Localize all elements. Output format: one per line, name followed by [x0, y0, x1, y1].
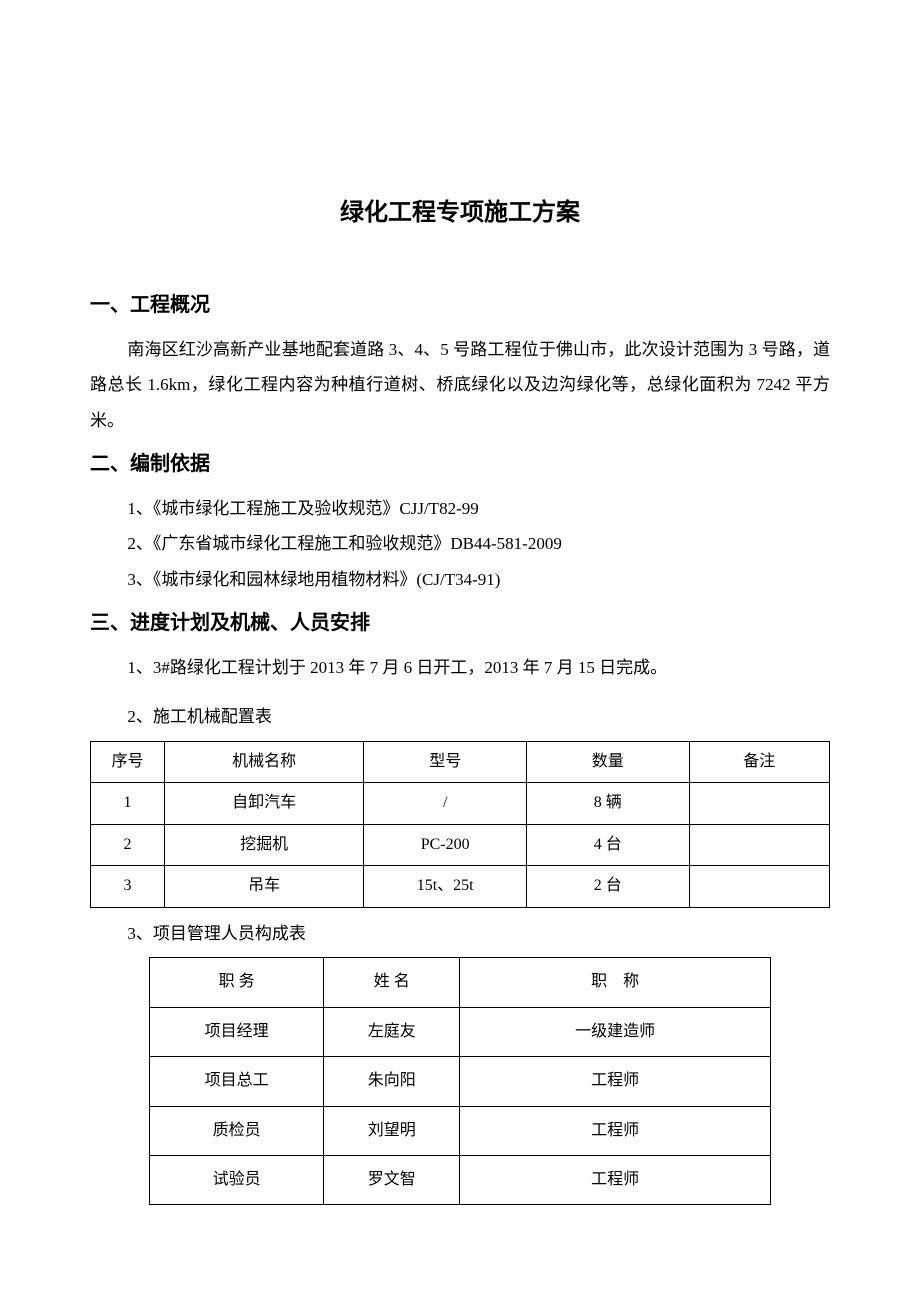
- cell-seq: 3: [91, 866, 165, 907]
- table-row: 1 自卸汽车 / 8 辆: [91, 783, 830, 824]
- cell-person-name: 左庭友: [323, 1007, 460, 1056]
- col-model: 型号: [364, 742, 527, 783]
- cell-note: [689, 783, 829, 824]
- cell-position: 试验员: [150, 1155, 324, 1204]
- schedule-item: 1、3#路绿化工程计划于 2013 年 7 月 6 日开工，2013 年 7 月…: [90, 650, 830, 686]
- basis-item-2: 2、《广东省城市绿化工程施工和验收规范》DB44-581-2009: [90, 526, 830, 562]
- cell-qty: 8 辆: [526, 783, 689, 824]
- cell-model: PC-200: [364, 824, 527, 865]
- cell-qty: 4 台: [526, 824, 689, 865]
- cell-title: 工程师: [460, 1155, 770, 1204]
- basis-item-1: 1、《城市绿化工程施工及验收规范》CJJ/T82-99: [90, 491, 830, 527]
- table-row: 质检员 刘望明 工程师: [150, 1106, 771, 1155]
- cell-title: 工程师: [460, 1057, 770, 1106]
- col-position: 职 务: [150, 958, 324, 1007]
- col-note: 备注: [689, 742, 829, 783]
- cell-name: 挖掘机: [164, 824, 364, 865]
- table-header-row: 职 务 姓 名 职 称: [150, 958, 771, 1007]
- cell-title: 一级建造师: [460, 1007, 770, 1056]
- cell-person-name: 朱向阳: [323, 1057, 460, 1106]
- cell-note: [689, 866, 829, 907]
- basis-item-3: 3、《城市绿化和园林绿地用植物材料》(CJ/T34-91): [90, 562, 830, 598]
- cell-position: 项目经理: [150, 1007, 324, 1056]
- table-row: 试验员 罗文智 工程师: [150, 1155, 771, 1204]
- col-person-name: 姓 名: [323, 958, 460, 1007]
- col-seq: 序号: [91, 742, 165, 783]
- col-qty: 数量: [526, 742, 689, 783]
- cell-qty: 2 台: [526, 866, 689, 907]
- table-row: 项目经理 左庭友 一级建造师: [150, 1007, 771, 1056]
- cell-name: 吊车: [164, 866, 364, 907]
- col-title: 职 称: [460, 958, 770, 1007]
- table-header-row: 序号 机械名称 型号 数量 备注: [91, 742, 830, 783]
- cell-position: 质检员: [150, 1106, 324, 1155]
- cell-person-name: 刘望明: [323, 1106, 460, 1155]
- cell-position: 项目总工: [150, 1057, 324, 1106]
- section-1-paragraph: 南海区红沙高新产业基地配套道路 3、4、5 号路工程位于佛山市，此次设计范围为 …: [90, 332, 830, 439]
- cell-model: /: [364, 783, 527, 824]
- equipment-subheading: 2、施工机械配置表: [90, 699, 830, 735]
- section-3-heading: 三、进度计划及机械、人员安排: [90, 604, 830, 642]
- cell-person-name: 罗文智: [323, 1155, 460, 1204]
- cell-title: 工程师: [460, 1106, 770, 1155]
- personnel-table: 职 务 姓 名 职 称 项目经理 左庭友 一级建造师 项目总工 朱向阳 工程师 …: [149, 957, 771, 1205]
- cell-model: 15t、25t: [364, 866, 527, 907]
- cell-seq: 2: [91, 824, 165, 865]
- section-2-heading: 二、编制依据: [90, 445, 830, 483]
- personnel-subheading: 3、项目管理人员构成表: [90, 916, 830, 952]
- col-name: 机械名称: [164, 742, 364, 783]
- table-row: 3 吊车 15t、25t 2 台: [91, 866, 830, 907]
- table-row: 2 挖掘机 PC-200 4 台: [91, 824, 830, 865]
- equipment-table: 序号 机械名称 型号 数量 备注 1 自卸汽车 / 8 辆 2 挖掘机 PC-2…: [90, 741, 830, 908]
- cell-seq: 1: [91, 783, 165, 824]
- table-row: 项目总工 朱向阳 工程师: [150, 1057, 771, 1106]
- cell-note: [689, 824, 829, 865]
- document-title: 绿化工程专项施工方案: [90, 190, 830, 236]
- cell-name: 自卸汽车: [164, 783, 364, 824]
- section-1-heading: 一、工程概况: [90, 286, 830, 324]
